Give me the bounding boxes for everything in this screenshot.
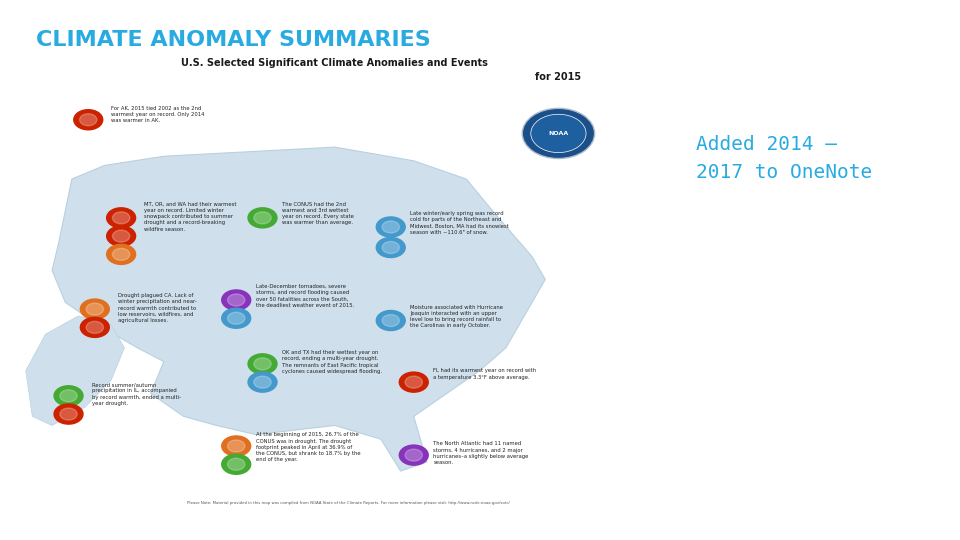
Circle shape xyxy=(112,212,130,224)
Circle shape xyxy=(86,321,104,333)
Circle shape xyxy=(399,372,428,392)
Text: At the beginning of 2015, 26.7% of the
CONUS was in drought. The drought
footpri: At the beginning of 2015, 26.7% of the C… xyxy=(256,433,361,462)
Circle shape xyxy=(399,445,428,465)
Circle shape xyxy=(248,354,277,374)
Text: Late winter/early spring was record
cold for parts of the Northeast and
Midwest.: Late winter/early spring was record cold… xyxy=(411,211,510,234)
Circle shape xyxy=(228,294,245,306)
Text: Late-December tornadoes, severe
storms, and record flooding caused
over 50 fatal: Late-December tornadoes, severe storms, … xyxy=(256,284,354,308)
Text: Please Note: Material provided in this map was compiled from NOAA State of the C: Please Note: Material provided in this m… xyxy=(186,501,510,505)
Text: MT, OR, and WA had their warmest
year on record. Limited winter
snowpack contrib: MT, OR, and WA had their warmest year on… xyxy=(144,202,237,232)
Circle shape xyxy=(531,114,586,153)
Circle shape xyxy=(60,408,77,420)
Circle shape xyxy=(54,386,83,406)
Circle shape xyxy=(376,238,405,258)
Circle shape xyxy=(382,241,399,254)
Circle shape xyxy=(376,217,405,237)
Circle shape xyxy=(228,458,245,470)
Circle shape xyxy=(222,308,251,328)
Circle shape xyxy=(253,358,271,370)
Text: For AK, 2015 tied 2002 as the 2nd
warmest year on record. Only 2014
was warmer i: For AK, 2015 tied 2002 as the 2nd warmes… xyxy=(111,106,204,124)
Circle shape xyxy=(81,318,109,338)
Circle shape xyxy=(60,390,77,402)
Circle shape xyxy=(54,404,83,424)
Circle shape xyxy=(74,110,103,130)
Text: Added 2014 –
2017 to OneNote: Added 2014 – 2017 to OneNote xyxy=(696,135,873,182)
Circle shape xyxy=(248,372,277,392)
Text: The CONUS had the 2nd
warmest and 3rd wettest
year on record. Every state
was wa: The CONUS had the 2nd warmest and 3rd we… xyxy=(282,202,354,226)
Circle shape xyxy=(222,454,251,474)
Circle shape xyxy=(112,248,130,260)
Text: for 2015: for 2015 xyxy=(536,72,582,82)
Text: NOAA: NOAA xyxy=(548,131,568,136)
Circle shape xyxy=(382,314,399,327)
Circle shape xyxy=(522,109,594,159)
Polygon shape xyxy=(52,147,545,471)
Text: OK and TX had their wettest year on
record, ending a multi-year drought.
The rem: OK and TX had their wettest year on reco… xyxy=(282,350,382,374)
Circle shape xyxy=(107,244,135,265)
Circle shape xyxy=(80,114,97,126)
Circle shape xyxy=(222,290,251,310)
Circle shape xyxy=(222,436,251,456)
Text: Drought plagued CA. Lack of
winter precipitation and near-
record warmth contrib: Drought plagued CA. Lack of winter preci… xyxy=(118,293,197,323)
Circle shape xyxy=(228,312,245,324)
Circle shape xyxy=(405,449,422,461)
Circle shape xyxy=(81,299,109,319)
Text: Moisture associated with Hurricane
Joaquin interacted with an upper
level low to: Moisture associated with Hurricane Joaqu… xyxy=(411,305,503,328)
Text: U.S. Selected Significant Climate Anomalies and Events: U.S. Selected Significant Climate Anomal… xyxy=(181,58,489,68)
Circle shape xyxy=(228,440,245,452)
Circle shape xyxy=(376,310,405,330)
Circle shape xyxy=(86,303,104,315)
Circle shape xyxy=(382,221,399,233)
Circle shape xyxy=(405,376,422,388)
Text: CLIMATE ANOMALY SUMMARIES: CLIMATE ANOMALY SUMMARIES xyxy=(36,30,431,50)
Circle shape xyxy=(253,376,271,388)
Polygon shape xyxy=(26,316,125,426)
Circle shape xyxy=(248,208,277,228)
Circle shape xyxy=(107,226,135,246)
Text: FL had its warmest year on record with
a temperature 3.3°F above average.: FL had its warmest year on record with a… xyxy=(434,368,537,380)
Text: Record summer/autumn
precipitation in IL, accompanied
by record warmth, ended a : Record summer/autumn precipitation in IL… xyxy=(91,382,180,406)
Circle shape xyxy=(253,212,271,224)
Circle shape xyxy=(112,230,130,242)
Text: The North Atlantic had 11 named
storms, 4 hurricanes, and 2 major
hurricanes–a s: The North Atlantic had 11 named storms, … xyxy=(434,441,529,465)
Circle shape xyxy=(107,208,135,228)
